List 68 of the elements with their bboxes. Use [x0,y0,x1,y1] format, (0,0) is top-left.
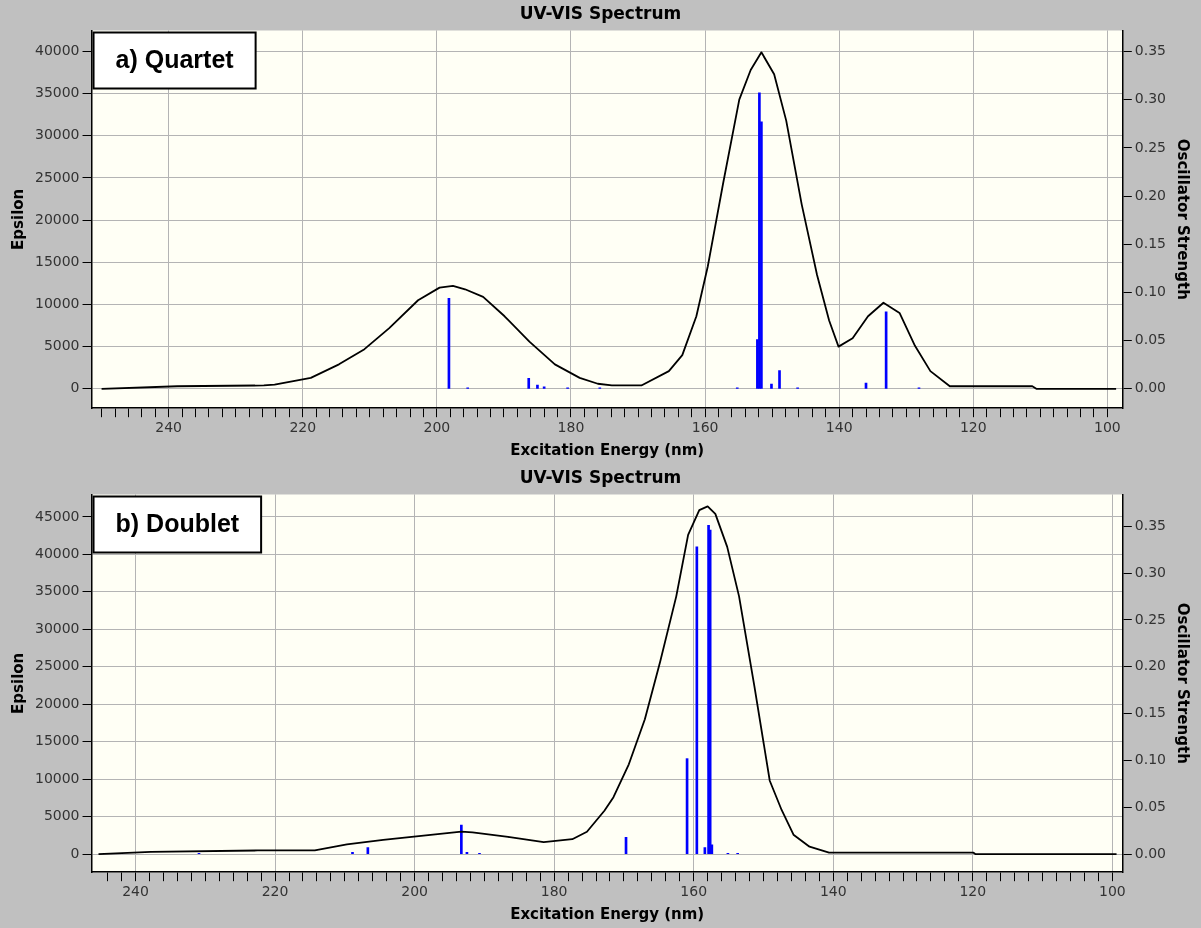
bar [778,370,781,389]
x-tick-label: 160 [680,883,708,900]
y2-tick-label: 0.15 [1134,704,1166,721]
y2-tick-label: 0.05 [1134,798,1166,814]
y2-tick-label: 0.20 [1134,186,1166,203]
y-tick-label: 30000 [34,619,80,636]
annotation: b) Doublet [115,509,240,538]
y2-tick-label: 0.00 [1134,379,1166,396]
y2-axis-title: Oscillator Strength [1174,138,1193,300]
y2-tick-label: 0.10 [1134,283,1166,300]
x-tick-label: 100 [1098,883,1126,900]
x-tick-label: 200 [401,883,428,900]
y2-tick-label: 0.00 [1134,844,1166,861]
y2-tick-label: 0.10 [1134,751,1166,768]
x-tick-label: 140 [825,419,853,436]
x-tick-label: 240 [122,883,149,900]
y-tick-label: 40000 [34,545,80,562]
y-tick-label: 45000 [34,507,80,524]
y-tick-label: 0 [70,379,80,396]
bar [708,529,712,855]
y-tick-label: 20000 [34,210,80,227]
y-axis-title: Epsilon [8,652,27,714]
y-tick-label: 5000 [43,807,80,824]
bar [527,377,531,389]
y2-tick-label: 0.35 [1134,42,1166,59]
y-tick-label: 15000 [34,732,80,749]
x-tick-label: 100 [1094,419,1121,436]
x-axis-title: Excitation Energy (nm) [510,904,705,923]
y-tick-label: 0 [70,844,80,861]
chart-title: UV-VIS Spectrum [519,2,682,23]
x-tick-label: 180 [540,883,568,900]
x-axis-title: Excitation Energy (nm) [510,440,705,459]
y2-tick-label: 0.20 [1134,657,1166,674]
x-tick-label: 120 [959,883,987,900]
y-tick-label: 20000 [34,694,80,711]
y2-tick-label: 0.25 [1134,610,1166,627]
y2-tick-label: 0.25 [1134,138,1166,155]
y2-tick-label: 0.30 [1134,563,1166,580]
y2-tick-label: 0.05 [1134,331,1166,348]
y-tick-label: 25000 [34,657,80,674]
y-tick-label: 10000 [34,769,80,786]
chart-title: UV-VIS Spectrum [519,466,682,487]
x-tick-label: 140 [819,883,847,900]
y2-axis-title: Oscillator Strength [1174,602,1193,764]
y-axis-title: Epsilon [8,188,27,250]
y-tick-label: 10000 [34,295,80,312]
bar [460,824,463,855]
bar [536,384,539,389]
y-tick-label: 35000 [34,84,80,101]
y-tick-label: 30000 [34,126,80,143]
y-tick-label: 5000 [43,337,80,354]
bar [351,852,354,855]
annotation: a) Quartet [115,45,235,74]
x-tick-label: 180 [557,419,585,436]
y-tick-label: 40000 [34,42,80,59]
y-tick-label: 35000 [34,582,80,599]
x-tick-label: 160 [691,419,719,436]
y2-tick-label: 0.15 [1134,234,1166,251]
y-tick-label: 15000 [34,252,80,269]
x-tick-label: 240 [155,419,183,436]
x-tick-label: 200 [423,419,451,436]
y2-tick-label: 0.30 [1134,90,1166,107]
y-tick-label: 25000 [34,168,80,185]
x-tick-label: 120 [959,419,987,436]
y2-tick-label: 0.35 [1134,516,1166,533]
x-tick-label: 220 [261,883,289,900]
bar [770,383,773,389]
x-tick-label: 220 [289,419,317,436]
